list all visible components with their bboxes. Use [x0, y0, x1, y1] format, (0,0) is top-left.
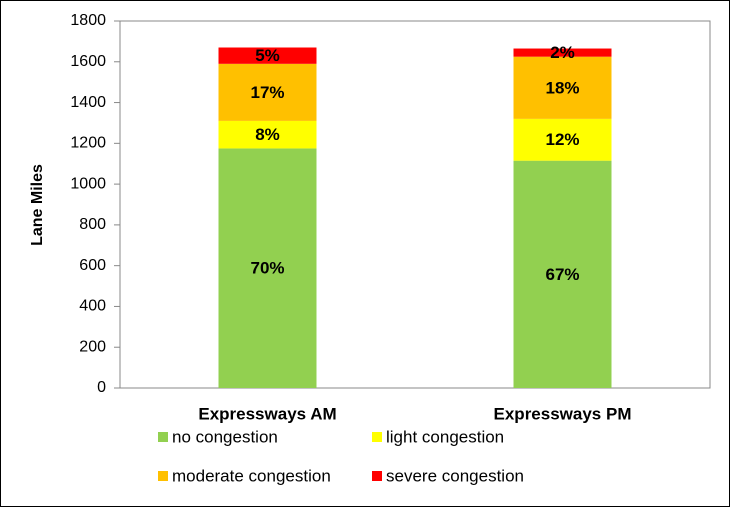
data-label: 70% — [250, 259, 284, 278]
data-label: 18% — [545, 78, 579, 97]
legend-swatch — [372, 471, 382, 481]
bar-segment — [218, 63, 317, 121]
y-axis-label: Lane Miles — [29, 164, 46, 246]
y-tick-label: 0 — [97, 379, 106, 396]
y-tick-label: 1200 — [70, 135, 106, 152]
bar-segment — [218, 47, 317, 64]
data-label: 5% — [255, 46, 280, 65]
y-tick-label: 1400 — [70, 94, 106, 111]
data-label: 2% — [550, 43, 575, 62]
y-tick-label: 1600 — [70, 53, 106, 70]
y-tick-label: 400 — [79, 298, 106, 315]
legend-swatch — [158, 432, 168, 442]
legend-label: no congestion — [172, 427, 278, 446]
y-tick-label: 200 — [79, 338, 106, 355]
legend-swatch — [372, 432, 382, 442]
legend-swatch — [158, 471, 168, 481]
bar-segment — [218, 148, 317, 388]
y-tick-label: 1800 — [70, 12, 106, 29]
legend-label: moderate congestion — [172, 466, 331, 485]
bar-segment — [513, 118, 612, 161]
data-label: 17% — [250, 83, 284, 102]
data-label: 8% — [255, 125, 280, 144]
data-label: 67% — [545, 265, 579, 284]
bar-segment — [513, 48, 612, 57]
y-tick-label: 1000 — [70, 175, 106, 192]
x-tick-label: Expressways PM — [494, 404, 632, 423]
x-tick-label: Expressways AM — [198, 404, 336, 423]
y-tick-label: 800 — [79, 216, 106, 233]
legend-label: light congestion — [386, 427, 504, 446]
bar-segment — [513, 160, 612, 388]
plot-border — [119, 20, 711, 389]
y-tick-label: 600 — [79, 257, 106, 274]
legend-label: severe congestion — [386, 466, 524, 485]
bar-segment — [513, 56, 612, 119]
data-label: 12% — [545, 130, 579, 149]
bar-segment — [218, 120, 317, 149]
